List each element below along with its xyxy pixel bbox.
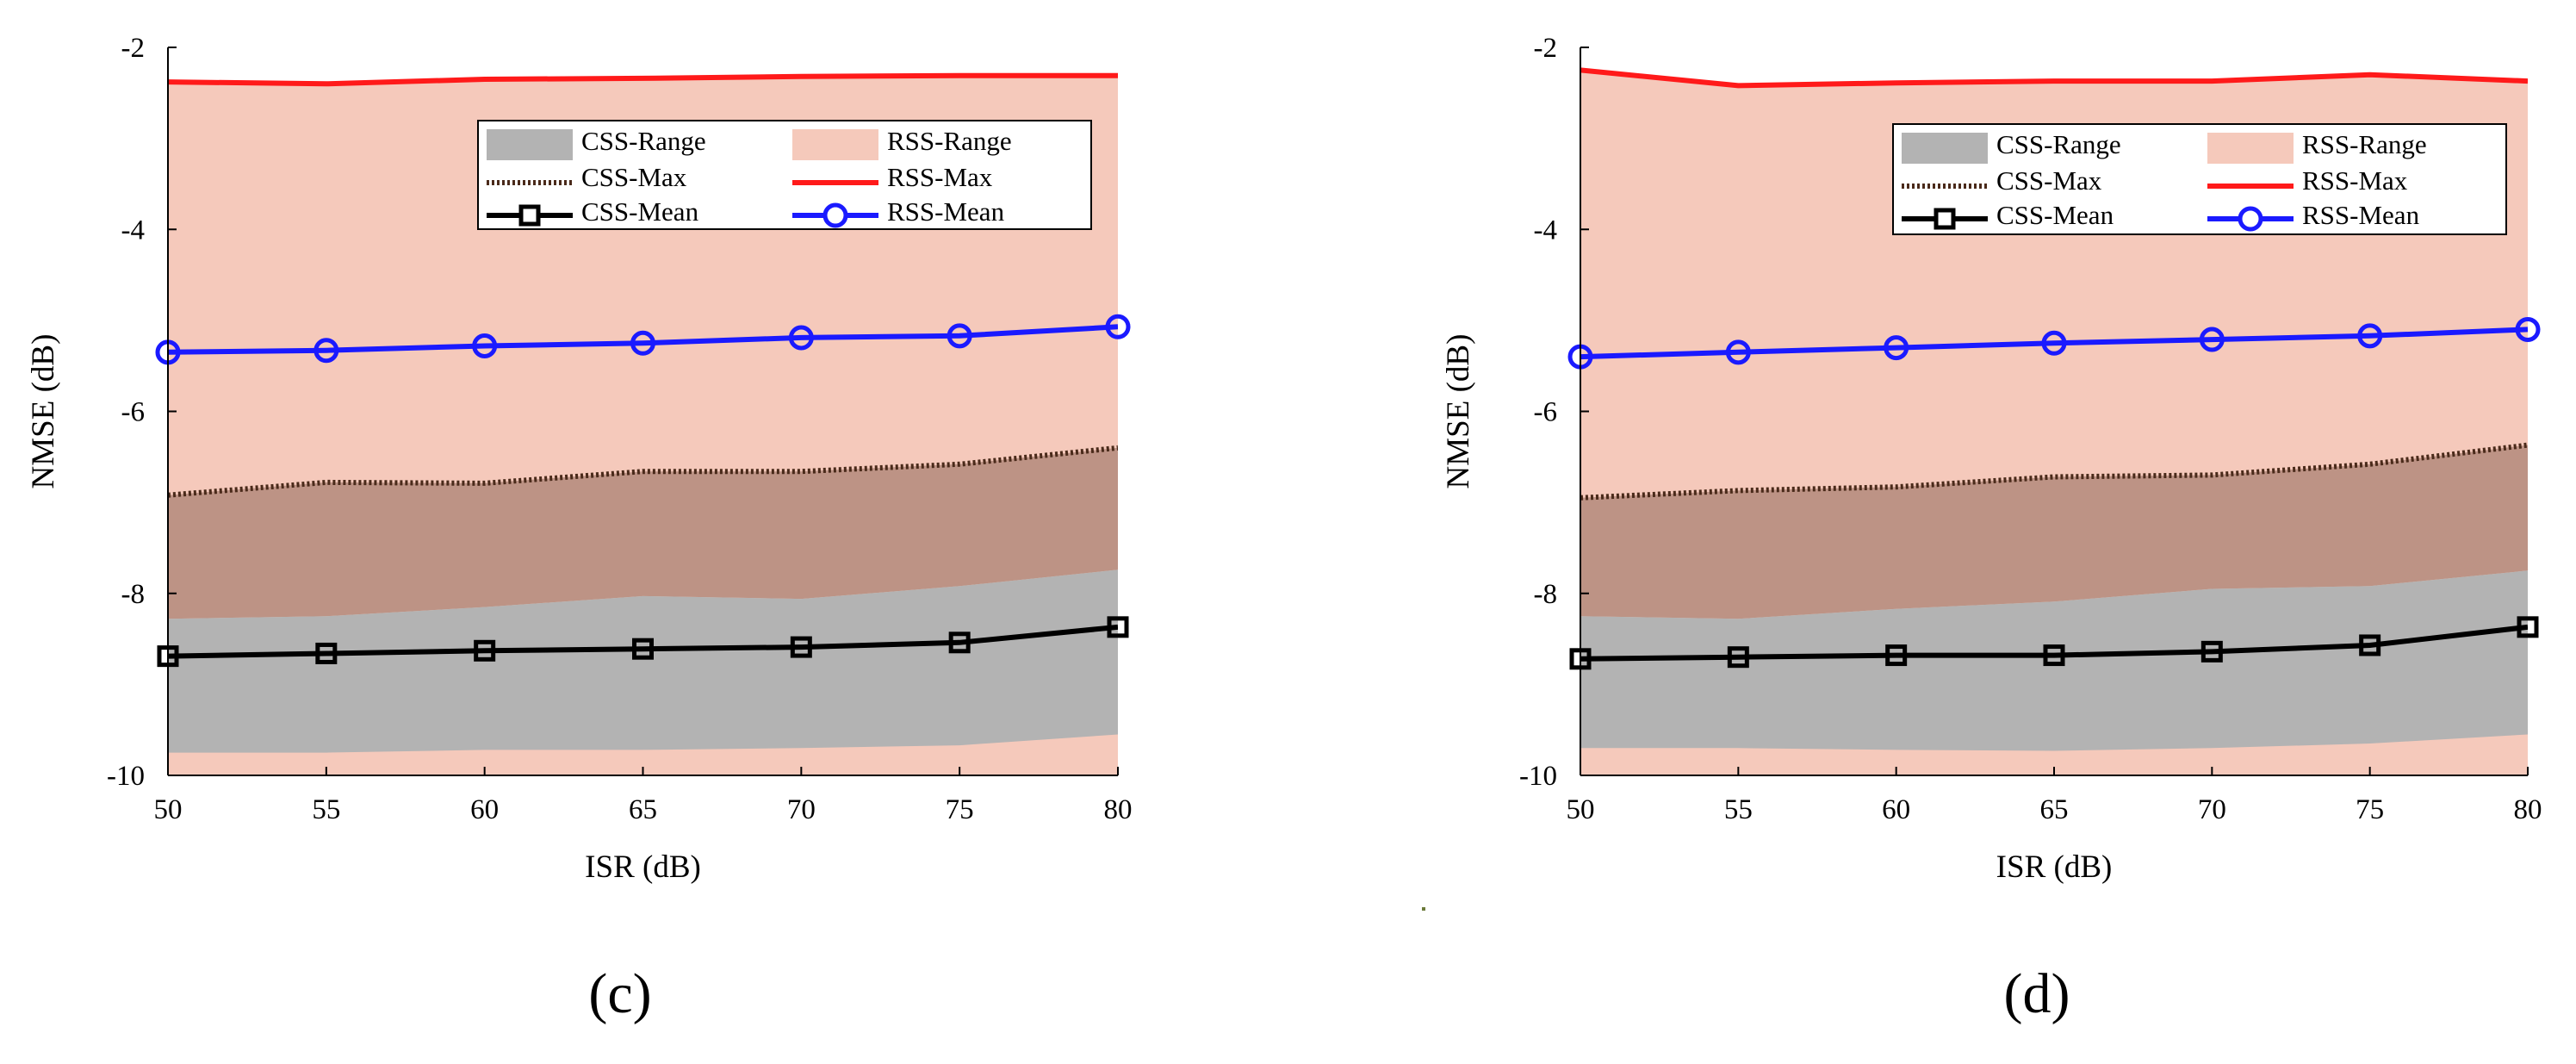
legend-label: RSS-Range xyxy=(887,126,1012,156)
y-tick-label: -8 xyxy=(1534,579,1558,610)
legend-swatch-css-range xyxy=(487,129,573,160)
x-axis-label: ISR (dB) xyxy=(585,849,701,885)
x-tick-label: 75 xyxy=(946,794,974,825)
rss-mean-point xyxy=(2041,330,2067,356)
css-max-line xyxy=(168,445,1118,498)
css-mean-point xyxy=(1727,646,1749,669)
x-tick-label: 75 xyxy=(2356,794,2384,825)
stray-pixel-mark xyxy=(1422,907,1425,911)
legend-label: RSS-Mean xyxy=(887,196,1005,227)
rss-mean-line xyxy=(168,324,1118,355)
x-tick-label: 65 xyxy=(629,794,657,825)
y-tick-label: -10 xyxy=(1519,761,1557,792)
legend-swatch-rss-range xyxy=(792,129,878,160)
legend-swatch-css-range xyxy=(1902,133,1988,164)
rss-max-line xyxy=(168,72,1118,87)
css-mean-point xyxy=(2517,616,2539,638)
legend-marker-css-mean xyxy=(1934,208,1956,230)
x-tick-label: 70 xyxy=(787,794,816,825)
y-axis-label: NMSE (dB) xyxy=(1441,334,1476,489)
y-tick-label: -6 xyxy=(1534,397,1558,428)
y-tick-label: -8 xyxy=(121,579,146,610)
x-tick-label: 80 xyxy=(2514,794,2542,825)
legend-label: RSS-Max xyxy=(887,162,993,192)
x-tick-label: 60 xyxy=(1882,794,1910,825)
css-mean-point xyxy=(632,638,654,660)
legend-label: CSS-Max xyxy=(581,162,687,192)
x-axis-label: ISR (dB) xyxy=(1996,849,2113,885)
rss-mean-point xyxy=(1725,339,1751,365)
css-mean-point xyxy=(1885,644,1908,667)
legend-box xyxy=(1892,123,2507,235)
rss-mean-point xyxy=(947,323,972,349)
rss-max-line xyxy=(1580,67,2528,89)
chart-panel-c: 50 55 60 65 70 75 80 -10 -8 -6 -4 -2 ISR (dB) NMSE (d… xyxy=(26,33,1133,1025)
rss-mean-point xyxy=(1884,335,1909,361)
css-mean-point xyxy=(315,642,338,664)
plot-area xyxy=(168,72,1118,775)
x-tick-label: 70 xyxy=(2198,794,2226,825)
legend-swatch-rss-range xyxy=(2207,133,2294,164)
range-overlap-area xyxy=(1580,445,2528,619)
panel-label: (d) xyxy=(2004,962,2070,1025)
legend-label: CSS-Range xyxy=(581,126,706,156)
legend-label: CSS-Mean xyxy=(1996,200,2114,230)
rss-mean-point xyxy=(2199,327,2225,352)
legend-marker-rss-mean xyxy=(2238,206,2263,232)
rss-mean-point xyxy=(2357,323,2383,349)
css-mean-point xyxy=(1107,616,1129,638)
rss-mean-point xyxy=(313,338,339,364)
plot-area xyxy=(1580,67,2528,775)
rss-mean-point xyxy=(788,325,814,351)
panel-label: (c) xyxy=(588,962,651,1025)
css-mean-point xyxy=(948,632,971,654)
legend-label: CSS-Max xyxy=(1996,165,2102,196)
x-tick-label: 60 xyxy=(470,794,499,825)
y-tick-label: -4 xyxy=(1534,215,1558,246)
rss-mean-point xyxy=(472,333,498,358)
rss-mean-point xyxy=(1105,314,1131,339)
rss-mean-line xyxy=(1580,327,2528,360)
legend-marker-rss-mean xyxy=(822,202,848,228)
css-range-area xyxy=(168,569,1118,753)
legend-label: CSS-Range xyxy=(1996,129,2121,159)
css-mean-point xyxy=(2043,644,2065,667)
css-mean-point xyxy=(474,639,496,662)
legend-label: RSS-Range xyxy=(2302,129,2427,159)
x-tick-label: 55 xyxy=(1724,794,1753,825)
chart-panel-d: 50 55 60 65 70 75 80 -10 -8 -6 -4 -2 ISR (dB) NMSE (d… xyxy=(1441,33,2542,1025)
css-mean-point xyxy=(2359,634,2381,656)
css-mean-point xyxy=(2200,640,2223,663)
css-mean-line xyxy=(168,624,1118,659)
legend-label: RSS-Mean xyxy=(2302,200,2420,230)
legend-label: CSS-Mean xyxy=(581,196,699,227)
y-tick-label: -4 xyxy=(121,215,146,246)
css-mean-point xyxy=(790,636,812,658)
y-axis-label: NMSE (dB) xyxy=(26,334,61,489)
legend-box xyxy=(477,120,1092,230)
x-tick-label: 55 xyxy=(312,794,340,825)
y-tick-label: -10 xyxy=(107,761,145,792)
css-mean-line xyxy=(1580,624,2528,662)
css-range-area xyxy=(1580,570,2528,751)
x-tick-label: 65 xyxy=(2040,794,2069,825)
rss-mean-point xyxy=(630,330,655,356)
x-tick-label: 50 xyxy=(1567,794,1595,825)
range-overlap-area xyxy=(168,447,1118,619)
rss-mean-point xyxy=(2515,316,2541,342)
x-tick-label: 80 xyxy=(1104,794,1133,825)
x-tick-label: 50 xyxy=(154,794,183,825)
legend-label: RSS-Max xyxy=(2302,165,2408,196)
y-tick-label: -2 xyxy=(121,33,146,64)
y-tick-label: -6 xyxy=(121,397,146,428)
legend-marker-css-mean xyxy=(518,204,541,227)
y-tick-label: -2 xyxy=(1534,33,1558,64)
